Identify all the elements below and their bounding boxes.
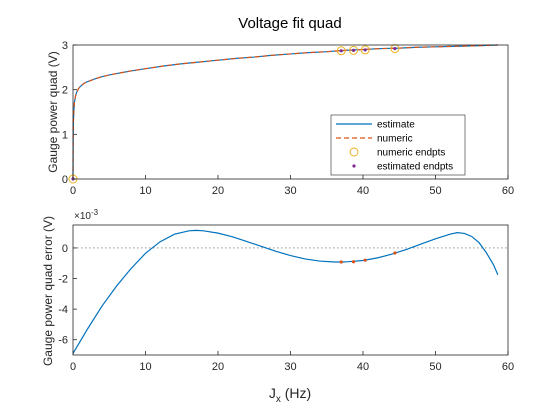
top-marker-estimated-endpts	[363, 48, 367, 52]
top-x-tick-label: 30	[284, 185, 296, 197]
bottom-x-tick-labels: 0 10 20 30 40 50 60	[70, 361, 514, 373]
top-x-tick-labels: 0 10 20 30 40 50 60	[70, 185, 514, 197]
top-marker-estimated-endpts	[393, 46, 397, 51]
top-marker-numeric-endpts	[390, 44, 400, 54]
top-x-tick-label: 10	[139, 185, 151, 197]
top-y-tick-labels: 0 1 2 3	[62, 40, 68, 186]
bottom-x-tick-label: 10	[139, 361, 151, 373]
legend-estimate-label: estimate	[377, 120, 415, 131]
legend-numeric-endpts-label: numeric endpts	[377, 148, 445, 159]
bottom-series-error	[72, 229, 499, 354]
bottom-x-tick-label: 40	[357, 361, 369, 373]
top-x-tick-label: 0	[70, 185, 76, 197]
top-x-tick-label: 20	[212, 185, 224, 197]
top-marker-numeric-endpts	[360, 45, 370, 55]
bottom-x-tick-label: 60	[502, 361, 514, 373]
legend-numeric-endpts-swatch	[349, 147, 359, 157]
bottom-x-tick-label: 0	[70, 361, 76, 373]
bottom-marker-endpoints	[339, 260, 343, 264]
bottom-x-tick-label: 50	[429, 361, 441, 373]
top-x-tick-label: 60	[502, 185, 514, 197]
bottom-y-axis-label: Gauge power quad error (V)	[41, 216, 55, 366]
legend-numeric-label: numeric	[377, 134, 413, 145]
bottom-marker-endpoints	[363, 258, 367, 262]
bottom-y-tick-label: 0	[62, 243, 68, 255]
chart-title: Voltage fit quad	[238, 15, 341, 32]
top-axes-box	[72, 44, 509, 180]
bottom-y-tick-label: -6	[58, 335, 68, 347]
bottom-x-tick-label: 20	[212, 361, 224, 373]
bottom-x-tick-label: 30	[284, 361, 296, 373]
bottom-y-tick-label: -4	[58, 304, 68, 316]
top-y-tick-label: 3	[62, 40, 68, 52]
top-y-tick-label: 0	[62, 174, 68, 186]
bottom-plot-area	[73, 225, 508, 355]
legend-estimated-endpts-swatch	[352, 164, 356, 168]
bottom-series-group	[72, 229, 499, 354]
top-marker-estimated-endpts	[351, 48, 356, 52]
top-series-numeric	[72, 44, 498, 180]
y-exponent-label: ×10-3	[74, 208, 99, 222]
x-axis-label: Jx (Hz)	[269, 385, 311, 405]
top-x-tick-label: 40	[357, 185, 369, 197]
top-marker-estimated-endpts	[339, 49, 343, 53]
bottom-marker-endpoints	[393, 251, 397, 255]
top-axes: Voltage fit quad 0 10 20 30 40 50 60 0 1 2 3 Gaug…	[46, 15, 514, 197]
top-y-tick-label: 1	[62, 129, 68, 141]
bottom-y-tick-labels: -6 -4 -2 0	[58, 243, 68, 347]
top-marker-numeric-endpts	[349, 45, 359, 55]
top-x-tick-label: 50	[429, 185, 441, 197]
legend: estimate numeric numeric endpts estimate…	[330, 114, 466, 176]
bottom-axes-box	[72, 224, 509, 356]
bottom-y-tick-label: -2	[58, 274, 68, 286]
top-marker-numeric-endpts	[336, 46, 346, 56]
bottom-axes: 0 10 20 30 40 50 60 -6 -4 -2 0 ×10-3 Gauge power …	[41, 208, 514, 405]
top-y-axis-label: Gauge power quad (V)	[46, 51, 60, 172]
bottom-marker-endpoints	[351, 260, 356, 264]
top-y-tick-label: 2	[62, 85, 68, 97]
legend-estimated-endpts-label: estimated endpts	[377, 162, 453, 173]
top-series-group	[68, 44, 498, 184]
